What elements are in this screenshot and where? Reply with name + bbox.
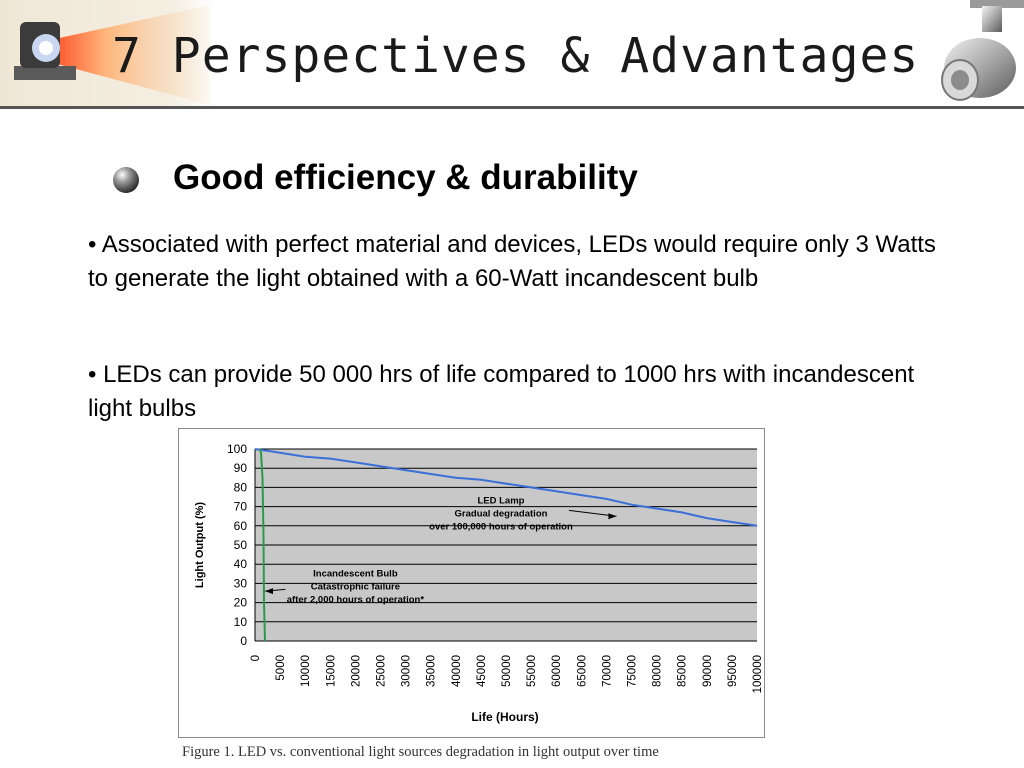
x-tick-label: 30000 bbox=[401, 655, 413, 687]
x-tick-label: 90000 bbox=[702, 655, 714, 687]
slide-title: 7 Perspectives & Advantages bbox=[112, 28, 920, 84]
x-tick-label: 35000 bbox=[426, 655, 438, 687]
y-tick-label: 10 bbox=[234, 615, 248, 629]
paragraph-led-life: • LEDs can provide 50 000 hrs of life co… bbox=[88, 361, 915, 422]
y-tick-label: 60 bbox=[234, 519, 248, 533]
series-line-led bbox=[254, 448, 758, 527]
figure-caption: Figure 1. LED vs. conventional light sou… bbox=[182, 744, 659, 760]
x-tick-label: 55000 bbox=[526, 655, 538, 687]
x-tick-label: 5000 bbox=[275, 655, 287, 681]
annotation-text: Incandescent Bulb bbox=[313, 568, 398, 579]
x-tick-label: 70000 bbox=[601, 655, 613, 687]
spotlight-lamp-image bbox=[930, 0, 1024, 108]
y-tick-labels: 0 10 20 30 40 50 60 70 80 90 100 bbox=[227, 442, 247, 648]
x-axis-label: Life (Hours) bbox=[471, 710, 538, 724]
y-tick-label: 70 bbox=[234, 500, 248, 514]
x-tick-label: 85000 bbox=[677, 655, 689, 687]
x-tick-label: 40000 bbox=[451, 655, 463, 687]
y-tick-label: 100 bbox=[227, 442, 247, 456]
y-axis-label: Light Output (%) bbox=[194, 502, 206, 588]
y-tick-label: 30 bbox=[234, 576, 248, 590]
x-tick-label: 20000 bbox=[350, 655, 362, 687]
x-tick-label: 95000 bbox=[727, 655, 739, 687]
annotations: LED Lamp Gradual degradation over 100,000 … bbox=[264, 495, 617, 605]
x-tick-label: 0 bbox=[250, 655, 262, 661]
y-tick-label: 40 bbox=[234, 557, 248, 571]
series-lines bbox=[254, 448, 758, 642]
projector-beam-image bbox=[0, 0, 215, 108]
annotation-text: after 2,000 hours of operation* bbox=[287, 594, 425, 605]
arrowhead bbox=[608, 513, 617, 520]
sphere-bullet-icon bbox=[113, 167, 139, 193]
y-tick-label: 0 bbox=[240, 634, 247, 648]
light-output-chart: 0 10 20 30 40 50 60 70 80 90 100 0 5000 10000 15000 20… bbox=[194, 442, 764, 724]
x-tick-label: 60000 bbox=[551, 655, 563, 687]
x-tick-label: 80000 bbox=[652, 655, 664, 687]
y-tick-label: 90 bbox=[234, 461, 248, 475]
annotation-text: over 100,000 hours of operation bbox=[429, 521, 573, 532]
y-tick-label: 20 bbox=[234, 596, 248, 610]
paragraph-led-power: • Associated with perfect material and d… bbox=[88, 231, 936, 292]
gridlines bbox=[254, 448, 757, 642]
annotation-text: LED Lamp bbox=[477, 495, 524, 506]
title-divider bbox=[0, 106, 1024, 109]
x-tick-label: 65000 bbox=[576, 655, 588, 687]
chart-frame: 0 10 20 30 40 50 60 70 80 90 100 0 5000 10000 15000 20… bbox=[178, 428, 765, 738]
section-heading: Good efficiency & durability bbox=[173, 158, 638, 197]
x-tick-label: 75000 bbox=[627, 655, 639, 687]
x-tick-label: 25000 bbox=[376, 655, 388, 687]
series-line-incandescent bbox=[259, 448, 266, 642]
x-tick-label: 10000 bbox=[300, 655, 312, 687]
y-tick-label: 50 bbox=[234, 538, 248, 552]
x-tick-label: 100000 bbox=[752, 655, 764, 693]
title-band: 7 Perspectives & Advantages bbox=[0, 0, 1024, 108]
y-tick-label: 80 bbox=[234, 480, 248, 494]
annotation-text: Gradual degradation bbox=[455, 508, 548, 519]
annotation-text: Catastrophic failure bbox=[311, 581, 400, 592]
x-tick-label: 15000 bbox=[325, 655, 337, 687]
x-tick-labels: 0 5000 10000 15000 20000 25000 30000 35000 40000… bbox=[250, 655, 764, 693]
x-tick-label: 50000 bbox=[501, 655, 513, 687]
arrowhead bbox=[265, 588, 274, 595]
x-tick-label: 45000 bbox=[476, 655, 488, 687]
